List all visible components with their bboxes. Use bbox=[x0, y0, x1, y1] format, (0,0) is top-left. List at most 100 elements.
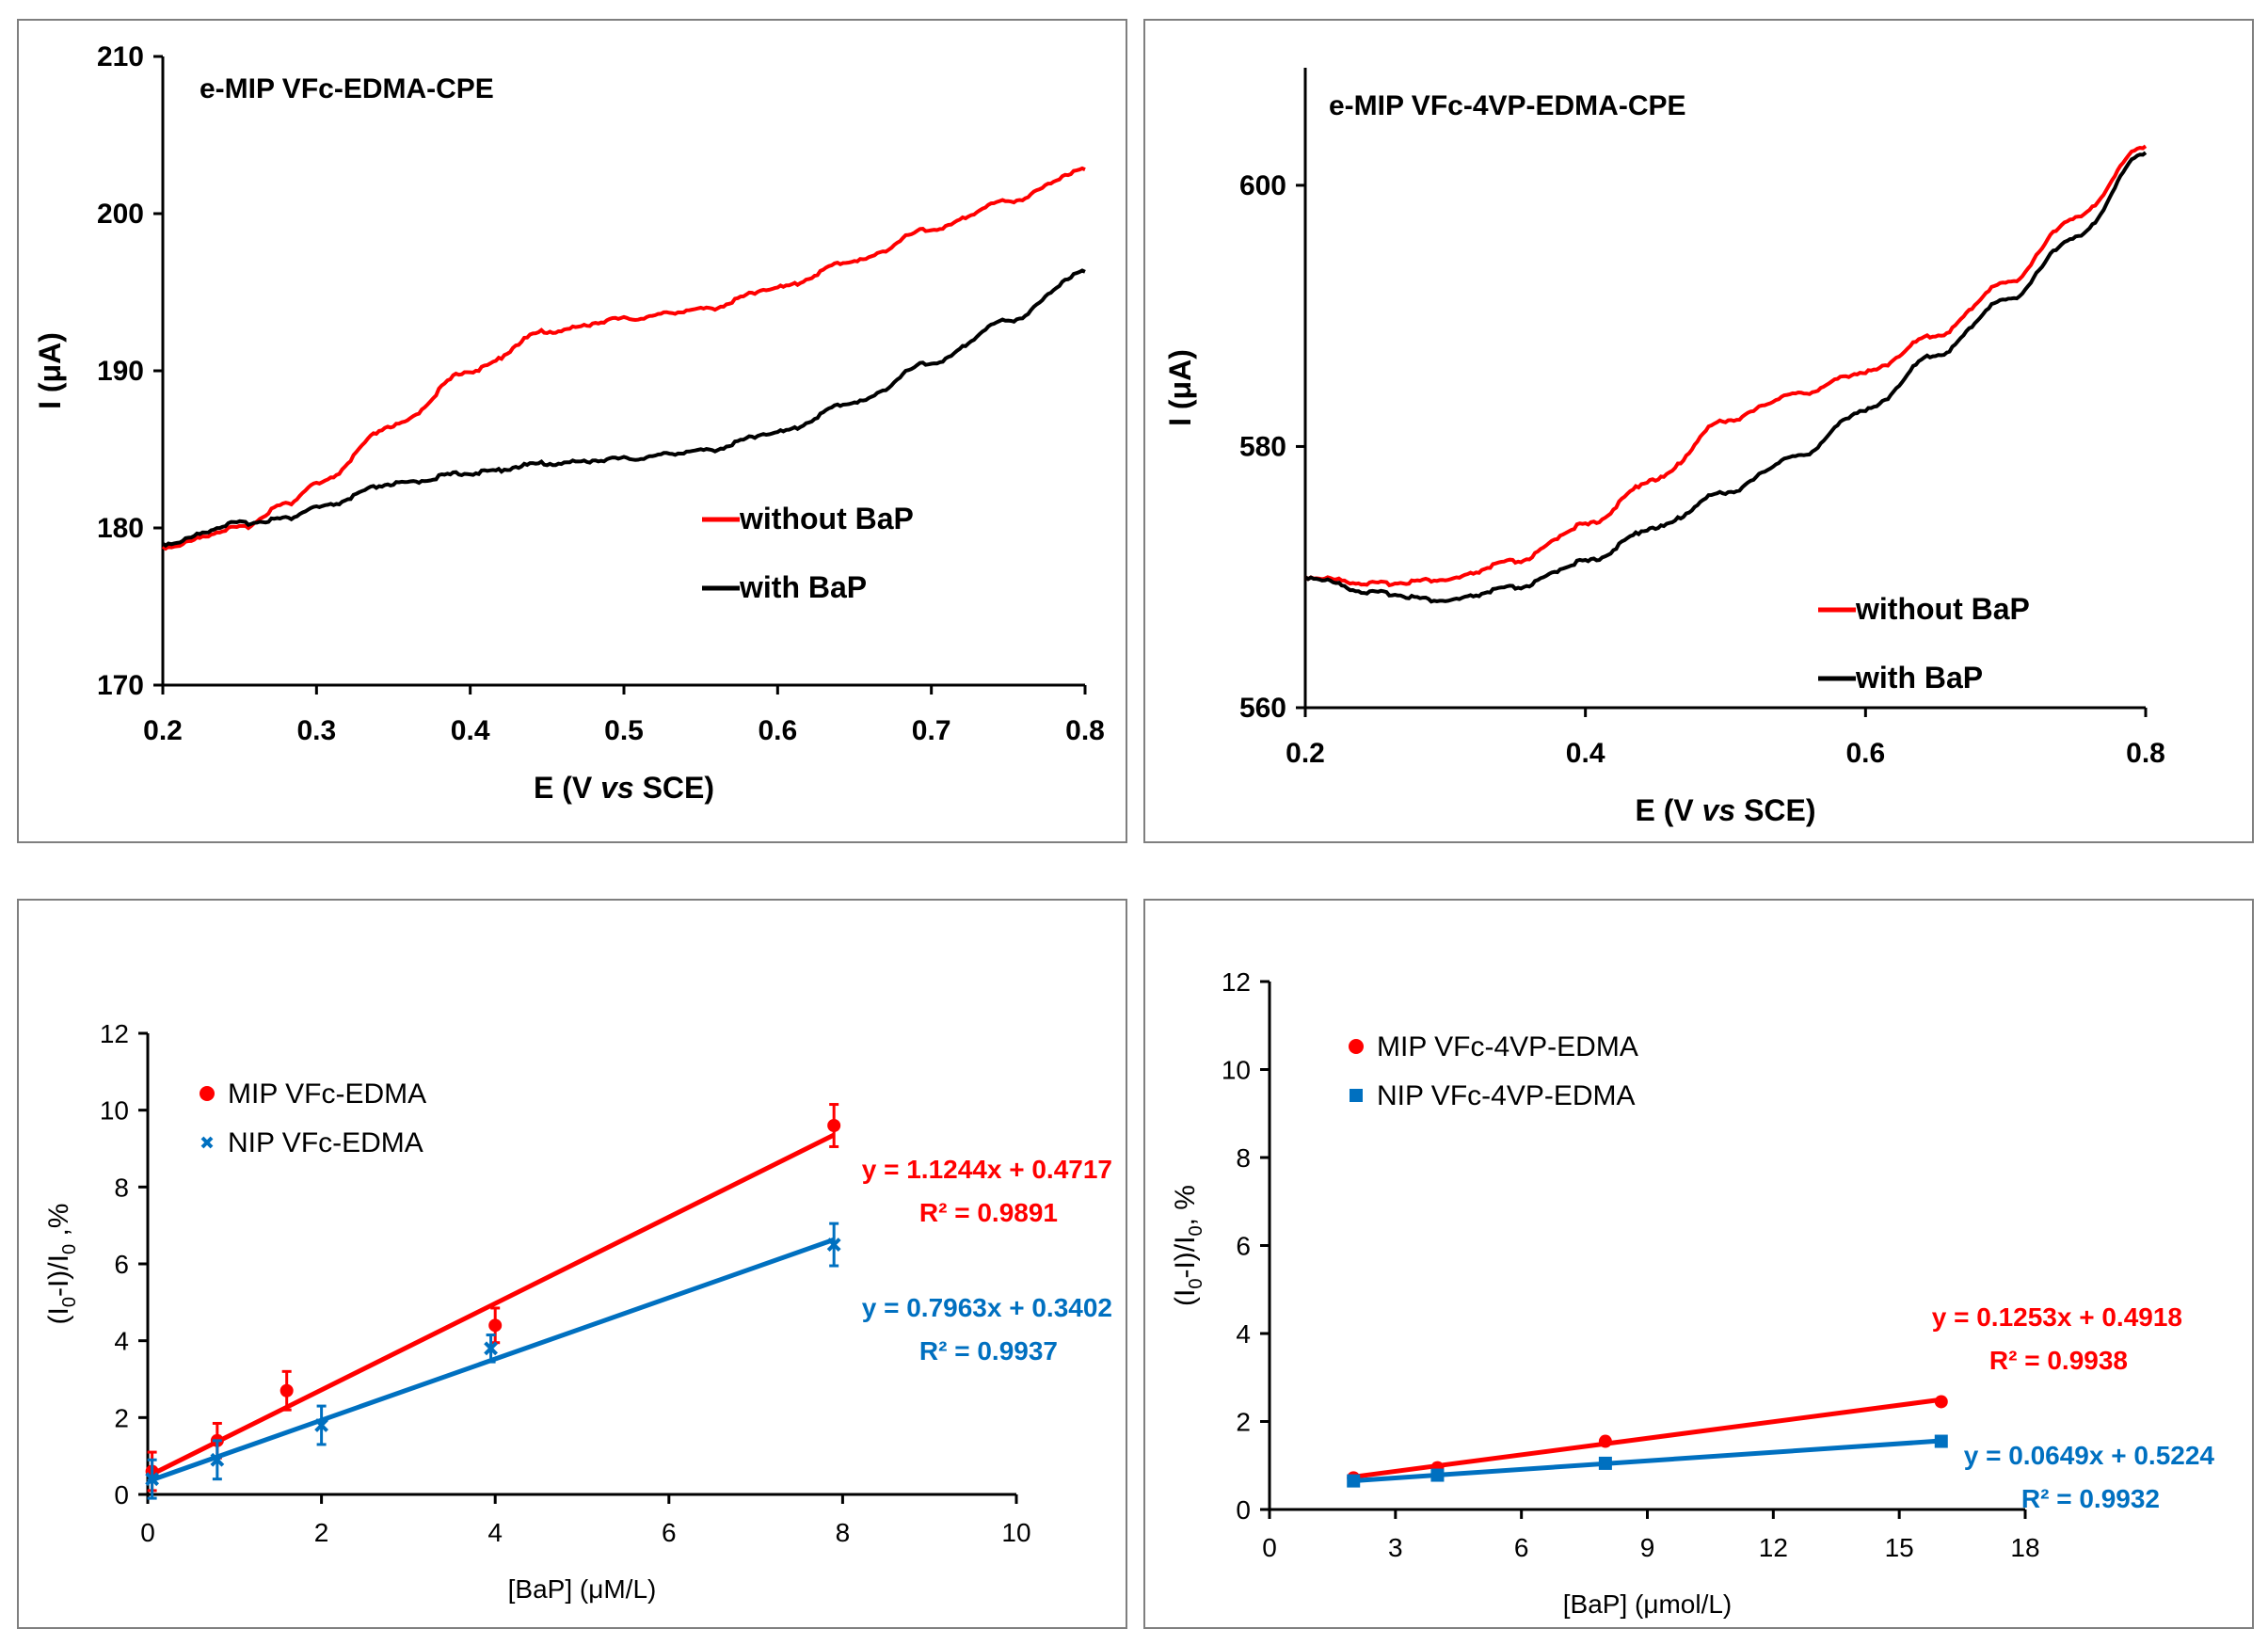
y-tick-label: 12 bbox=[100, 1019, 129, 1048]
y-tick-label: 6 bbox=[1236, 1232, 1251, 1261]
y-tick-label: 8 bbox=[1236, 1143, 1251, 1173]
chart-b: 560 580 600 0.2 0.4 0.6 0.8 e-MIP VFc-4VP-EDMA-… bbox=[1163, 68, 2165, 827]
legend-marker bbox=[1350, 1089, 1363, 1102]
x-tick-label: 0.6 bbox=[758, 715, 797, 746]
x-tick-label: 9 bbox=[1640, 1533, 1655, 1562]
x-tick-label: 18 bbox=[2010, 1533, 2039, 1562]
y-axis-label-subscript: 0 bbox=[59, 1297, 80, 1307]
y-axis-label-subscript: 0 bbox=[59, 1244, 80, 1254]
x-axis-label: [BaP] (μmol/L) bbox=[1563, 1589, 1733, 1619]
x-axis-label-part: SCE) bbox=[1735, 793, 1815, 827]
x-tick-label: 0.2 bbox=[143, 715, 183, 746]
legend-marker bbox=[200, 1136, 214, 1149]
series-line-without-bap bbox=[161, 166, 1086, 551]
y-tick-label: 2 bbox=[114, 1403, 129, 1432]
fit-equation: y = 1.1244x + 0.4717 bbox=[862, 1155, 1112, 1184]
y-axis-label-part: A) bbox=[1163, 349, 1197, 381]
fit-equation: y = 0.7963x + 0.3402 bbox=[862, 1293, 1112, 1322]
series-line-with-bap bbox=[1303, 151, 2148, 604]
y-axis-label-part: ,% bbox=[43, 1204, 74, 1244]
y-tick-label: 180 bbox=[97, 513, 144, 544]
x-tick-label: 10 bbox=[1001, 1518, 1030, 1547]
x-tick-label: 12 bbox=[1759, 1533, 1788, 1562]
x-tick-label: 0.5 bbox=[604, 715, 644, 746]
x-tick-label: 2 bbox=[314, 1518, 329, 1547]
y-axis-label-subscript: 0 bbox=[1186, 1279, 1206, 1289]
y-axis-label-part: A) bbox=[33, 332, 67, 364]
panel-a: 170 180 190 200 210 0.2 0.3 0.4 0.5 0.6 0.7 0.8 e-MI… bbox=[17, 19, 1127, 843]
legend-label: without BaP bbox=[739, 502, 914, 535]
y-tick-label: 4 bbox=[114, 1327, 129, 1356]
data-point bbox=[1347, 1474, 1361, 1488]
data-point bbox=[210, 1452, 225, 1467]
y-axis-label-part: (I bbox=[1170, 1289, 1201, 1306]
x-tick-label: 0.4 bbox=[1566, 738, 1605, 769]
legend-label: NIP VFc-EDMA bbox=[228, 1127, 423, 1158]
y-axis-label-part: -I)/I bbox=[1170, 1237, 1201, 1279]
data-point bbox=[826, 1238, 841, 1252]
x-tick-label: 0.4 bbox=[451, 715, 490, 746]
data-point bbox=[145, 1472, 160, 1487]
y-tick-label: 190 bbox=[97, 356, 144, 387]
y-tick-label: 10 bbox=[1222, 1056, 1251, 1085]
y-tick-label: 0 bbox=[1236, 1495, 1251, 1525]
y-axis-label-subscript: 0 bbox=[1186, 1225, 1206, 1236]
data-point bbox=[827, 1119, 841, 1132]
y-tick-label: 170 bbox=[97, 670, 144, 701]
x-axis-label-part: E (V bbox=[534, 771, 600, 805]
y-tick-label: 6 bbox=[114, 1250, 129, 1279]
x-tick-label: 0.3 bbox=[296, 715, 336, 746]
legend-label: with BaP bbox=[739, 570, 867, 604]
x-tick-label: 0.7 bbox=[912, 715, 951, 746]
fit-r2: R² = 0.9937 bbox=[919, 1336, 1058, 1366]
y-tick-label: 0 bbox=[114, 1480, 129, 1509]
x-tick-label: 0.2 bbox=[1286, 738, 1325, 769]
legend-label: without BaP bbox=[1855, 592, 2030, 626]
y-tick-label: 4 bbox=[1236, 1319, 1251, 1349]
fit-line bbox=[146, 1132, 836, 1478]
legend-label: with BaP bbox=[1855, 661, 1983, 695]
fit-line bbox=[1352, 1397, 1942, 1479]
x-tick-label: 15 bbox=[1885, 1533, 1914, 1562]
data-point bbox=[1934, 1434, 1948, 1448]
y-axis-label: I (μA) bbox=[1163, 349, 1197, 426]
y-axis-label-mu: μ bbox=[33, 364, 67, 383]
x-axis-label: E (V vs SCE) bbox=[1635, 793, 1815, 827]
y-tick-label: 10 bbox=[100, 1096, 129, 1126]
x-axis-label-part: E (V bbox=[1635, 793, 1701, 827]
x-tick-label: 4 bbox=[487, 1518, 503, 1547]
y-tick-label: 580 bbox=[1239, 431, 1286, 462]
data-point bbox=[1598, 1456, 1612, 1470]
chart-a: 170 180 190 200 210 0.2 0.3 0.4 0.5 0.6 0.7 0.8 e-MI… bbox=[33, 41, 1105, 805]
x-tick-label: 3 bbox=[1388, 1533, 1403, 1562]
x-axis-label-part: SCE) bbox=[634, 771, 714, 805]
y-axis-label-mu: μ bbox=[1163, 381, 1197, 400]
panel-c: 0 2 4 6 8 10 12 0 2 4 6 8 10 y = 1.1244x + 0.4717 R² =… bbox=[17, 899, 1127, 1629]
data-point bbox=[280, 1383, 294, 1397]
x-axis-label: E (V vs SCE) bbox=[534, 771, 714, 805]
x-tick-label: 0.6 bbox=[1845, 738, 1885, 769]
chart-d: 0 2 4 6 8 10 12 0 3 6 9 12 15 18 y = 0.1253x + 0.4918 R… bbox=[1170, 967, 2215, 1619]
fit-equation: y = 0.1253x + 0.4918 bbox=[1932, 1302, 2182, 1332]
x-tick-label: 8 bbox=[836, 1518, 851, 1547]
y-axis-label: I (μA) bbox=[33, 332, 67, 409]
y-axis-label: (I0-I)/I0, % bbox=[1170, 1185, 1206, 1306]
y-tick-label: 560 bbox=[1239, 693, 1286, 724]
series-line-without-bap bbox=[1303, 144, 2148, 588]
legend-marker bbox=[1349, 1039, 1364, 1054]
fit-equation: y = 0.0649x + 0.5224 bbox=[1964, 1441, 2215, 1470]
x-axis-label-italic: vs bbox=[1702, 793, 1736, 827]
y-axis-label-part: (I bbox=[43, 1307, 74, 1324]
y-axis-label-part: I ( bbox=[1163, 399, 1197, 426]
x-tick-label: 6 bbox=[1514, 1533, 1529, 1562]
fit-r2: R² = 0.9891 bbox=[919, 1198, 1058, 1227]
x-tick-label: 6 bbox=[662, 1518, 677, 1547]
y-tick-label: 8 bbox=[114, 1173, 129, 1202]
y-tick-label: 210 bbox=[97, 41, 144, 72]
fit-r2: R² = 0.9932 bbox=[2021, 1484, 2160, 1513]
legend-label: NIP VFc-4VP-EDMA bbox=[1377, 1080, 1636, 1111]
y-axis-label-part: , % bbox=[1170, 1185, 1201, 1225]
panel-d: 0 2 4 6 8 10 12 0 3 6 9 12 15 18 y = 0.1253x + 0.4918 R… bbox=[1143, 899, 2254, 1629]
y-tick-label: 600 bbox=[1239, 170, 1286, 201]
series-line-with-bap bbox=[161, 268, 1086, 549]
